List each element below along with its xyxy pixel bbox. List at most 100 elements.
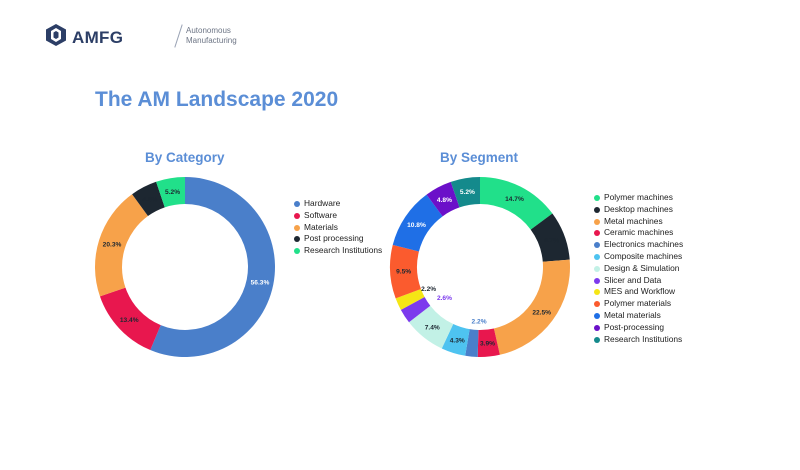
logo-divider [174,24,183,48]
segment-legend-swatch [594,312,600,319]
segment-legend: Polymer machines Desktop machines Metal ma… [594,192,683,345]
segment-slice-post-processing [426,181,460,217]
segment-slice-electronics-machines [465,329,479,357]
segment-legend-label: Polymer machines [604,192,673,202]
segment-legend-swatch [594,253,600,260]
amfg-logo-icon [46,24,66,46]
category-slice-post-processing [132,181,165,217]
tagline-line-1: Autonomous [186,26,231,35]
category-legend-label: Materials [304,221,338,232]
segment-legend-item-polymer-materials: Polymer materials [594,298,683,310]
segment-legend-swatch [594,195,600,201]
category-legend-item-materials: Materials [294,222,382,234]
segment-legend-swatch [594,324,600,331]
category-legend-item-software: Software [294,210,382,222]
segment-legend-swatch [594,265,600,272]
segment-slice-polymer-materials [390,244,421,299]
segment-slice-metal-machines [493,259,570,355]
segment-data-label-polymer-materials: 9.5% [396,269,411,276]
segment-data-label-composite-machines: 4.3% [450,338,465,345]
segment-legend-swatch [594,301,600,308]
segment-slice-composite-machines [441,324,470,356]
segment-legend-swatch [594,206,600,213]
segment-slice-ceramic-machines [477,328,500,357]
segment-data-label-metal-machines: 22.5% [532,310,551,317]
segment-legend-item-metal-machines: Metal machines [594,216,683,228]
segment-data-label-electronics-machines: 2.2% [472,318,487,325]
segment-data-label-ceramic-machines: 3.9% [480,341,495,348]
page-title: The AM Landscape 2020 [95,88,339,111]
segment-legend-label: MES and Workflow [604,286,676,297]
segment-legend-item-research-institutions: Research Institutions [594,334,683,346]
segment-slice-slicer-and-data [400,296,431,323]
category-legend: Hardware Software Materials Post processing… [294,198,382,257]
segment-legend-item-design-simulation: Design & Simulation [594,263,683,275]
segment-data-label-post-processing: 4.8% [437,197,452,204]
category-data-label-hardware: 56.3% [251,280,270,287]
segment-legend-item-desktop-machines: Desktop machines [594,204,683,216]
segment-data-label-desktop-machines: 8.7% [544,238,559,245]
category-legend-swatch [294,224,300,231]
segment-data-label-polymer-machines: 14.7% [505,196,524,203]
segment-legend-item-mes-and-workflow: MES and Workflow [594,286,683,298]
segment-legend-label: Polymer materials [604,298,672,309]
segment-slice-desktop-machines [530,213,570,262]
category-slice-software [99,287,161,351]
segment-legend-label: Composite machines [604,250,683,261]
segment-data-label-slicer-and-data: 2.6% [437,295,452,302]
segment-slice-polymer-machines [480,177,553,230]
segment-legend-swatch [594,277,600,284]
segment-legend-item-metal-materials: Metal materials [594,310,683,322]
segment-legend-swatch [594,336,600,343]
segment-legend-swatch [594,289,600,296]
segment-legend-label: Desktop machines [604,203,673,214]
segment-legend-swatch [594,230,600,237]
category-legend-label: Post processing [304,233,364,244]
category-data-label-materials: 20.3% [103,242,122,249]
segment-legend-swatch [594,242,600,249]
category-slice-materials [95,194,148,297]
segment-chart-title: By Segment [440,150,519,165]
segment-legend-label: Design & Simulation [604,262,680,273]
category-legend-label: Hardware [304,198,341,208]
logo-text: AMFG [72,28,124,47]
segment-legend-label: Metal materials [604,309,661,320]
segment-slice-metal-materials [392,194,443,252]
category-legend-label: Software [304,209,338,220]
category-legend-swatch [294,236,300,243]
segment-legend-item-electronics-machines: Electronics machines [594,239,683,251]
segment-legend-item-polymer-machines: Polymer machines [594,192,683,204]
segment-legend-label: Slicer and Data [604,274,662,285]
segment-slice-research-institutions [450,177,480,208]
segment-legend-label: Post-processing [604,321,665,332]
category-data-label-software: 13.4% [120,317,139,324]
category-slice-research-institutions [156,177,185,208]
segment-data-label-mes-and-workflow: 2.2% [421,286,436,293]
segment-legend-item-post-processing: Post-processing [594,322,683,334]
category-chart-title: By Category [145,150,225,165]
segment-data-label-design-simulation: 7.4% [425,324,440,331]
segment-slice-mes-and-workflow [395,288,425,310]
segment-data-label-metal-materials: 10.8% [407,222,426,229]
segment-legend-label: Metal machines [604,215,663,226]
category-data-label-research-institutions: 5.2% [165,189,180,196]
segment-legend-item-ceramic-machines: Ceramic machines [594,227,683,239]
segment-legend-label: Research Institutions [604,333,683,344]
category-donut-chart: 56.3% 13.4% 20.3% 4.8% 5.2% [95,177,275,357]
category-legend-item-hardware: Hardware [294,198,382,210]
category-legend-swatch [294,201,300,207]
logo-tagline: Autonomous Manufacturing [186,26,237,46]
segment-legend-label: Ceramic machines [604,227,674,238]
segment-legend-item-composite-machines: Composite machines [594,251,683,263]
segment-legend-label: Electronics machines [604,239,684,250]
category-data-label-post-processing: 4.8% [142,197,157,204]
category-legend-label: Research Institutions [304,245,383,256]
segment-data-label-research-institutions: 5.2% [460,189,475,196]
tagline-line-2: Manufacturing [186,36,237,45]
category-slice-hardware [150,177,275,357]
segment-slice-design-simulation [408,305,454,349]
category-legend-swatch [294,212,300,219]
category-legend-swatch [294,248,300,255]
category-legend-item-post-processing: Post processing [294,233,382,245]
segment-legend-item-slicer-and-data: Slicer and Data [594,275,683,287]
